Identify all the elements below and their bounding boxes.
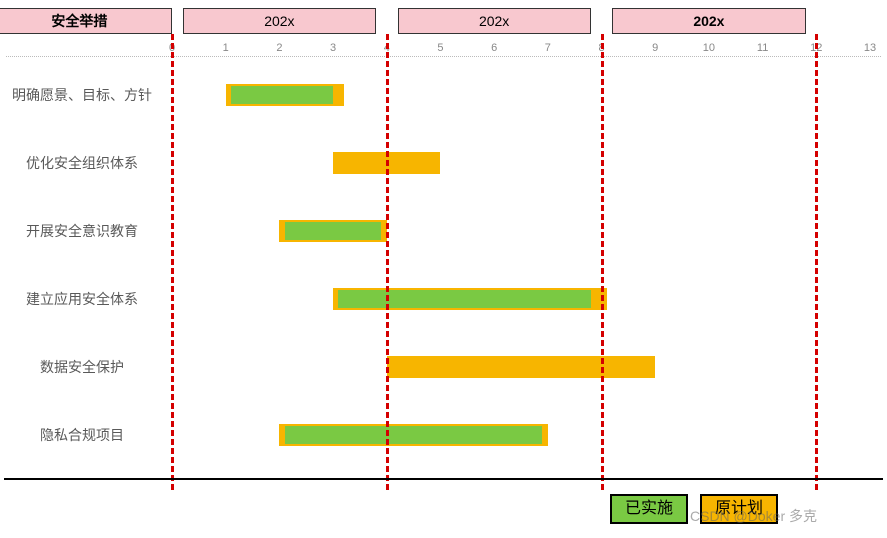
axis-tick: 1 bbox=[223, 42, 229, 54]
header-category: 安全举措 bbox=[0, 8, 172, 34]
row-label: 优化安全组织体系 bbox=[0, 153, 164, 173]
axis-dotted-line bbox=[6, 56, 881, 57]
bar-done bbox=[285, 426, 543, 444]
row-label: 明确愿景、目标、方针 bbox=[0, 85, 164, 105]
row-label: 建立应用安全体系 bbox=[0, 289, 164, 309]
axis-tick: 6 bbox=[491, 42, 497, 54]
legend-done: 已实施 bbox=[610, 494, 688, 524]
bar-done bbox=[338, 290, 590, 308]
watermark: CSDN @Doker 多克 bbox=[690, 506, 817, 526]
axis-tick: 10 bbox=[703, 42, 715, 54]
period-divider bbox=[601, 34, 604, 490]
bar-done bbox=[285, 222, 382, 240]
axis-tick: 3 bbox=[330, 42, 336, 54]
header-year: 202x bbox=[612, 8, 805, 34]
axis-tick: 13 bbox=[864, 42, 876, 54]
gantt-row: 隐私合规项目 bbox=[0, 418, 887, 452]
gantt-row: 明确愿景、目标、方针 bbox=[0, 78, 887, 112]
gantt-row: 数据安全保护 bbox=[0, 350, 887, 384]
bottom-rule bbox=[4, 478, 883, 480]
bar-done bbox=[231, 86, 333, 104]
axis-tick: 9 bbox=[652, 42, 658, 54]
header-year: 202x bbox=[398, 8, 591, 34]
gantt-row: 优化安全组织体系 bbox=[0, 146, 887, 180]
period-divider bbox=[815, 34, 818, 490]
gantt-row: 开展安全意识教育 bbox=[0, 214, 887, 248]
row-label: 开展安全意识教育 bbox=[0, 221, 164, 241]
gantt-chart: 安全举措202x202x202x012345678910111213明确愿景、目… bbox=[0, 0, 887, 538]
axis-tick: 7 bbox=[545, 42, 551, 54]
row-label: 隐私合规项目 bbox=[0, 425, 164, 445]
gantt-row: 建立应用安全体系 bbox=[0, 282, 887, 316]
axis-tick: 2 bbox=[276, 42, 282, 54]
row-label: 数据安全保护 bbox=[0, 357, 164, 377]
axis-tick: 11 bbox=[757, 42, 768, 54]
axis-tick: 5 bbox=[437, 42, 443, 54]
header-year: 202x bbox=[183, 8, 376, 34]
bar-plan bbox=[387, 356, 655, 378]
period-divider bbox=[171, 34, 174, 490]
period-divider bbox=[386, 34, 389, 490]
